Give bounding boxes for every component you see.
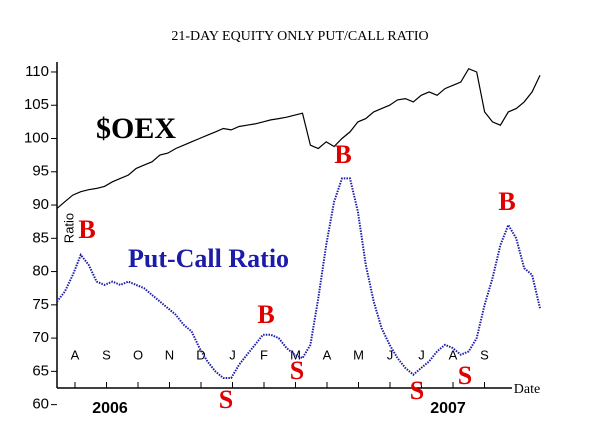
y-tick-label: 110	[25, 63, 49, 80]
x-tick-label: M	[290, 347, 301, 362]
x-tick-label: A	[71, 347, 80, 362]
y-tick-label: 90	[32, 196, 49, 213]
y-tick-label: 100	[24, 129, 49, 146]
y-tick-label: 85	[32, 229, 49, 246]
annotation: S	[219, 385, 233, 414]
year-label: 2006	[92, 400, 128, 417]
y-tick-label: 95	[32, 163, 49, 180]
y-tick-label: 65	[32, 362, 49, 379]
x-tick-label: D	[196, 347, 205, 362]
series-label: $OEX	[96, 112, 176, 145]
y-tick-label: 80	[32, 263, 49, 280]
year-label: 2007	[430, 400, 466, 417]
x-tick-label: J	[418, 347, 425, 362]
x-tick-label: F	[260, 347, 268, 362]
x-tick-label: J	[229, 347, 236, 362]
annotation: B	[78, 215, 95, 244]
x-tick-label: N	[165, 347, 174, 362]
x-tick-label: A	[323, 347, 332, 362]
x-tick-label: S	[480, 347, 489, 362]
y-tick-label: 105	[24, 96, 49, 113]
series-label: Put-Call Ratio	[128, 244, 289, 273]
x-tick-label: O	[133, 347, 143, 362]
x-tick-label: A	[449, 347, 458, 362]
chart-title: 21-DAY EQUITY ONLY PUT/CALL RATIO	[171, 29, 428, 44]
y-tick-label: 75	[32, 296, 49, 313]
annotation: S	[458, 361, 472, 390]
y-axis-label: Ratio	[61, 213, 76, 243]
x-tick-label: S	[102, 347, 111, 362]
x-axis-label: Date	[514, 382, 540, 397]
annotation: B	[334, 140, 351, 169]
annotation: B	[257, 300, 274, 329]
series-line	[56, 67, 541, 209]
x-tick-label: M	[353, 347, 364, 362]
y-tick-label: 60	[32, 396, 49, 413]
annotation: S	[410, 376, 424, 405]
series-line	[56, 177, 541, 379]
x-tick-label: J	[387, 347, 394, 362]
annotation: B	[498, 187, 515, 216]
annotation: S	[290, 356, 304, 385]
y-tick-label: 70	[32, 329, 49, 346]
